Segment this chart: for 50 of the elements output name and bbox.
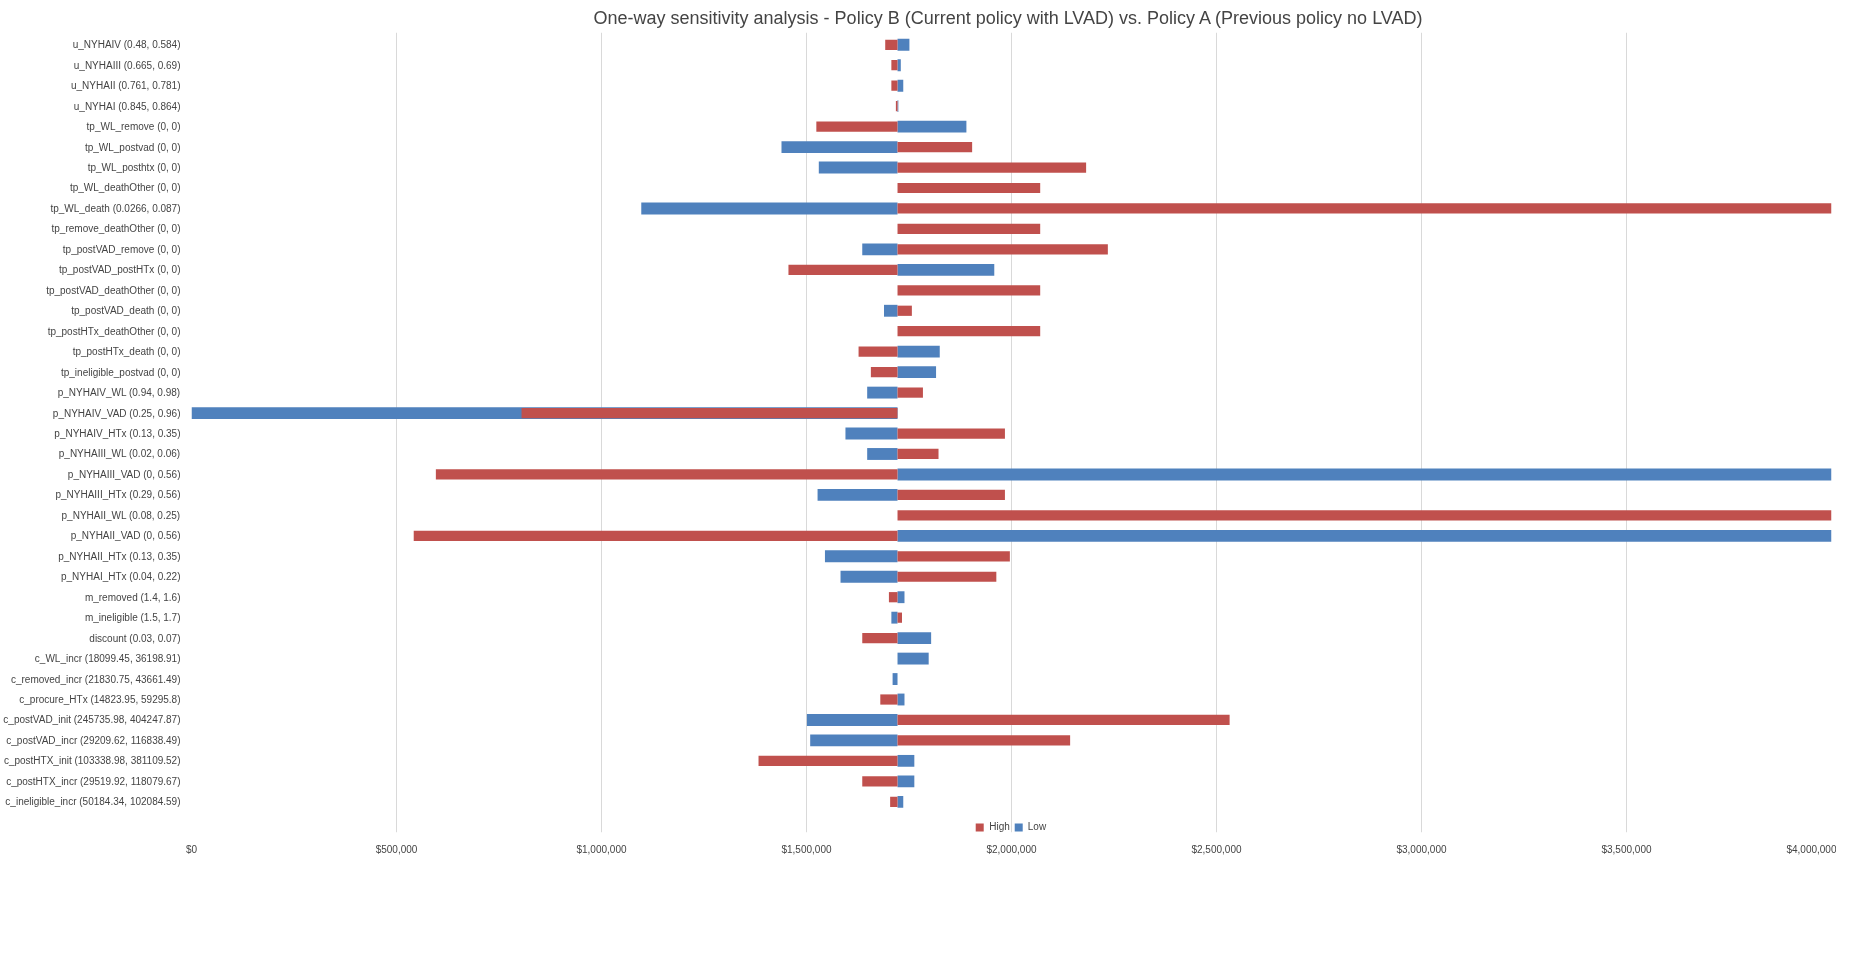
x-tick-label: $0 (185, 843, 198, 855)
x-tick-label: $3,000,000 (1396, 843, 1447, 855)
y-tick-label: u_NYHAII (0.761, 0.781) (70, 80, 181, 92)
y-tick-label: p_NYHAII_WL (0.08, 0.25) (61, 509, 181, 521)
y-tick-label: tp_WL_deathOther (0, 0) (69, 182, 181, 194)
y-tick-label: p_NYHAI_HTx (0.04, 0.22) (61, 571, 181, 583)
legend-label: High (989, 821, 1010, 832)
y-tick-label: tp_WL_remove (0, 0) (86, 121, 181, 133)
y-tick-label: c_procure_HTx (14823.95, 59295.8) (19, 694, 181, 706)
y-tick-label: p_NYHAIV_VAD (0.25, 0.96) (52, 407, 181, 419)
y-tick-label: p_NYHAIII_VAD (0, 0.56) (67, 468, 181, 480)
y-tick-label: u_NYHAIII (0.665, 0.69) (73, 59, 181, 71)
chart-title: One-way sensitivity analysis - Policy B (Current policy with LVAD) vs. Policy A (Previous policy no LVAD) (593, 7, 1423, 28)
y-tick-label: c_WL_incr (18099.45, 36198.91) (34, 653, 181, 665)
x-tick-label: $1,500,000 (781, 843, 832, 855)
y-tick-label: p_NYHAIV_HTx (0.13, 0.35) (54, 428, 181, 440)
x-tick-label: $4,000,000 (1786, 843, 1837, 855)
y-tick-label: tp_postHTx_deathOther (0, 0) (47, 325, 181, 337)
x-tick-label: $2,500,000 (1191, 843, 1242, 855)
x-tick-label: $500,000 (375, 843, 418, 855)
y-tick-label: tp_postVAD_deathOther (0, 0) (46, 284, 181, 296)
y-tick-label: tp_postVAD_death (0, 0) (71, 305, 181, 317)
y-tick-label: c_postVAD_incr (29209.62, 116838.49) (6, 734, 181, 746)
y-tick-label: u_NYHAIV (0.48, 0.584) (72, 39, 181, 51)
y-tick-label: c_removed_incr (21830.75, 43661.49) (10, 673, 181, 685)
y-tick-label: tp_postVAD_remove (0, 0) (62, 243, 181, 255)
y-tick-label: tp_remove_deathOther (0, 0) (51, 223, 181, 235)
y-tick-label: u_NYHAI (0.845, 0.864) (73, 100, 181, 112)
y-tick-label: tp_WL_death (0.0266, 0.087) (50, 202, 181, 214)
y-tick-label: c_postVAD_init (245735.98, 404247.87) (3, 714, 181, 726)
y-tick-label: p_NYHAII_VAD (0, 0.56) (70, 530, 181, 542)
y-tick-label: tp_postHTx_death (0, 0) (72, 346, 181, 358)
x-tick-label: $3,500,000 (1601, 843, 1652, 855)
y-tick-label: tp_WL_posthtx (0, 0) (87, 162, 181, 174)
x-tick-label: $2,000,000 (986, 843, 1037, 855)
y-tick-label: c_ineligible_incr (50184.34, 102084.59) (5, 796, 181, 808)
y-tick-label: p_NYHAIII_WL (0.02, 0.06) (58, 448, 181, 460)
x-tick-label: $1,000,000 (576, 843, 627, 855)
y-tick-label: tp_postVAD_postHTx (0, 0) (58, 264, 181, 276)
y-tick-label: p_NYHAII_HTx (0.13, 0.35) (58, 550, 181, 562)
y-tick-label: m_ineligible (1.5, 1.7) (84, 612, 181, 624)
y-tick-label: p_NYHAIV_WL (0.94, 0.98) (57, 387, 181, 399)
legend-label: Low (1027, 821, 1048, 832)
y-tick-label: c_postHTX_init (103338.98, 381109.52) (3, 755, 181, 767)
y-tick-label: m_removed (1.4, 1.6) (84, 591, 181, 603)
y-tick-label: tp_ineligible_postvad (0, 0) (60, 366, 181, 378)
y-tick-label: tp_WL_postvad (0, 0) (84, 141, 181, 153)
y-tick-label: c_postHTX_incr (29519.92, 118079.67) (6, 775, 181, 787)
y-tick-label: discount (0.03, 0.07) (89, 632, 181, 644)
y-tick-label: p_NYHAIII_HTx (0.29, 0.56) (55, 489, 181, 501)
